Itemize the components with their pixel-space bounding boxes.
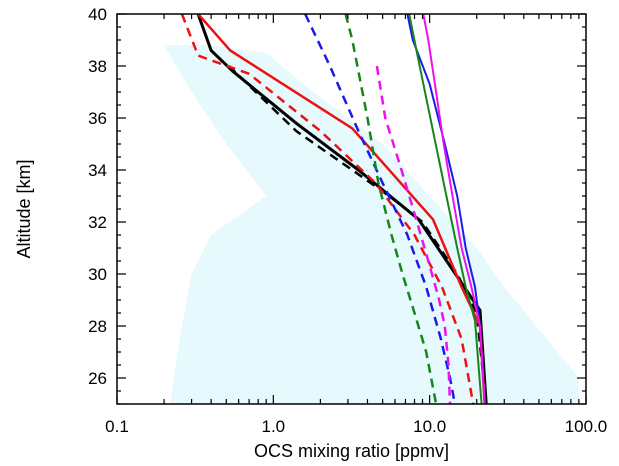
y-axis-title: Altitude [km] <box>14 159 34 258</box>
y-tick-label: 28 <box>88 317 107 336</box>
y-tick-label: 40 <box>88 5 107 24</box>
y-tick-label: 26 <box>88 369 107 388</box>
x-tick-label: 100.0 <box>565 417 608 436</box>
y-tick-label: 34 <box>88 161 107 180</box>
y-tick-label: 30 <box>88 265 107 284</box>
series-line-9-solid <box>422 14 486 404</box>
series-line-6-dashed <box>304 14 457 404</box>
x-tick-label: 10.0 <box>413 417 446 436</box>
x-tick-label: 1.0 <box>262 417 286 436</box>
series-line-4-dashed <box>180 14 475 404</box>
series-line-1-solid <box>196 14 488 404</box>
tick-marks-layer <box>116 13 587 405</box>
x-tick-label: 0.1 <box>105 417 129 436</box>
y-tick-label: 38 <box>88 57 107 76</box>
series-line-7-solid <box>408 14 483 404</box>
series-line-2-dashed <box>228 65 488 404</box>
uncertainty-band <box>164 45 579 404</box>
y-tick-label: 32 <box>88 213 107 232</box>
series-line-5-solid <box>406 14 486 404</box>
plot-frame <box>116 13 587 405</box>
uncertainty-band-layer <box>164 45 579 404</box>
tick-labels-layer: 0.1 1.0 10.0 100.0 26 28 30 32 34 36 38 40 <box>88 5 607 436</box>
x-axis-title: OCS mixing ratio [ppmv] <box>254 441 449 461</box>
series-line-8-dashed <box>344 14 438 404</box>
y-tick-label: 36 <box>88 109 107 128</box>
series-line-10-dashed <box>375 65 452 404</box>
series-layer <box>180 14 488 404</box>
